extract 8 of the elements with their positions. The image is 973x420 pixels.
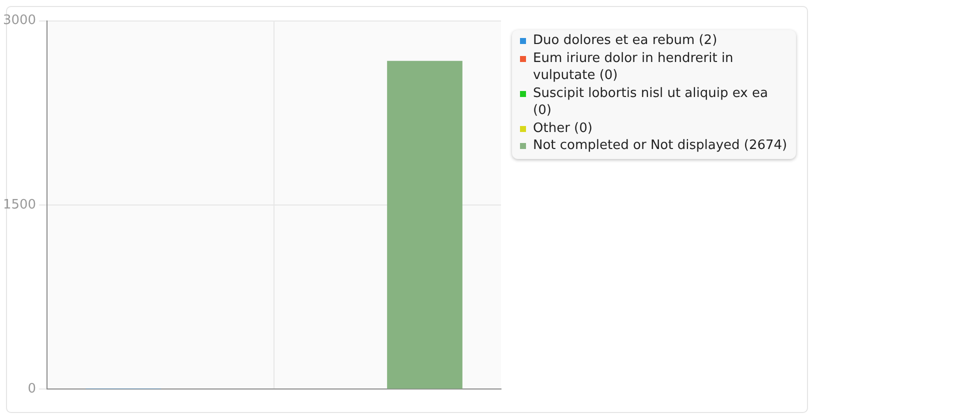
legend-label: Duo dolores et ea rebum (2) [533,32,718,50]
y-tick-label: 0 [28,382,36,397]
legend-label: Eum iriure dolor in hendrerit in vulputate (0) [533,50,734,84]
legend-label: Suscipit lobortis nisl ut aliquip ex ea (0) [533,84,769,120]
legend-label: Other (0) [533,120,592,137]
legend-label: Not completed or Not displayed (2674) [533,137,788,154]
y-tick-label: 1500 [2,197,36,212]
y-tick-label: 3000 [2,13,36,28]
